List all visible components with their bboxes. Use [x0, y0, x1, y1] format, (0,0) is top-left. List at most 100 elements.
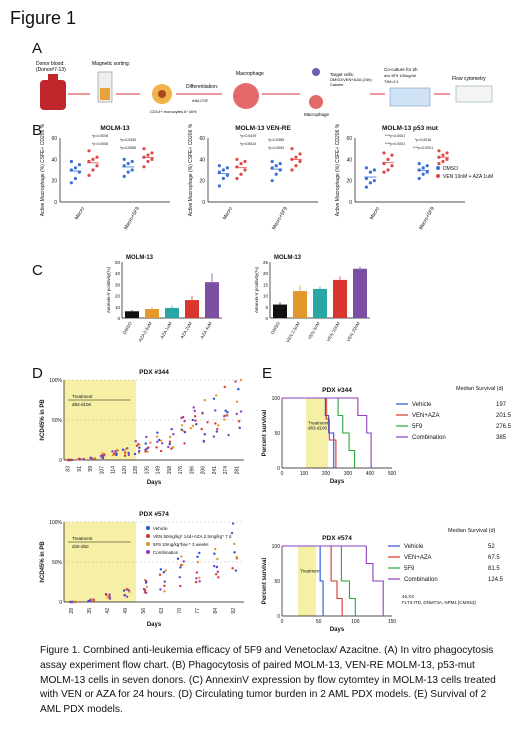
chart-b2-point	[274, 164, 278, 168]
chart-c1-ytick: 30	[115, 282, 121, 287]
chart-d2-ytick: 0	[59, 600, 62, 606]
chart-d1-point	[145, 447, 149, 450]
chart-b1-point	[95, 155, 99, 159]
chart-c1-bar	[185, 300, 199, 318]
chart-b2-ytick: 20	[199, 179, 205, 185]
chart-b1-point	[69, 181, 73, 185]
chart-d1-point	[70, 458, 73, 462]
chart-b1-pvalue: *p=0.0085	[120, 146, 136, 150]
chart-b1-point	[122, 164, 126, 168]
chart-b2-point	[221, 176, 225, 181]
chart-d1-point	[223, 385, 226, 389]
chart-e2-legend-median: 67.5	[488, 555, 500, 561]
chart-b2-point	[235, 157, 239, 161]
chart-d1-point	[172, 432, 175, 436]
chart-d2-point	[213, 564, 216, 568]
chart-d2-point	[198, 576, 201, 580]
chart-e1-legend-label: Vehicle	[412, 402, 432, 408]
chart-c2-ytick: 20	[263, 271, 269, 276]
chart-d2-point	[163, 584, 166, 587]
chart-d1-point	[226, 411, 229, 414]
chart-e1-ytick: 50	[274, 431, 280, 437]
chart-d1-point	[93, 457, 96, 460]
chart-d2-legend-marker	[146, 542, 150, 546]
chart-d1-point	[217, 424, 220, 427]
chart-c2-xtick: VEN 2.5nM	[285, 321, 301, 344]
chart-d1-xtick: 176	[178, 466, 184, 475]
panel-label-c: C	[32, 262, 43, 279]
chart-b3-point	[437, 162, 441, 166]
chart-b3-pvalue: ****p<0.0001	[413, 146, 433, 150]
chart-d1-point	[170, 447, 173, 450]
chart-d1-point	[202, 440, 206, 443]
chart-e1-legend-median: 276.5	[496, 424, 512, 430]
chart-b2-pvalue: *p=0.0385	[268, 138, 284, 142]
chart-d2-point	[125, 588, 128, 591]
chart-d2-point	[125, 595, 129, 598]
chart-d1-point	[189, 427, 193, 430]
chart-d2-point	[159, 568, 163, 571]
figure-title: Figure 1	[10, 8, 77, 28]
chart-b2-point	[274, 172, 278, 176]
chart-b1-ytick: 20	[51, 179, 57, 185]
chart-b2-pvalue: *p=0.8024	[240, 142, 256, 146]
chart-d2-point	[145, 585, 148, 589]
chart-d2-point	[233, 542, 236, 546]
chart-d2-point	[163, 590, 166, 593]
chart-e2-xtick: 100	[351, 619, 360, 625]
chart-d2-point	[164, 569, 167, 572]
chart-d2-point	[196, 560, 200, 564]
flow-coculture-sub1: w/o 5F9 100ug/ml	[384, 73, 416, 78]
chart-d1-xtick: 99	[88, 466, 94, 472]
chart-b2-point	[278, 162, 282, 166]
chart-b2-ytick: 40	[199, 157, 205, 163]
chart-d1-point	[224, 409, 227, 412]
legend-venaza-label: VEN 10nM + AZA 1uM	[443, 174, 493, 180]
chart-d2-point	[108, 593, 111, 596]
chart-d2-point	[178, 575, 181, 579]
chart-d1-point	[214, 422, 217, 425]
chart-b3-point	[441, 159, 445, 164]
figure-caption: Figure 1. Combined anti-leukemia efficac…	[40, 645, 496, 716]
chart-c1-ytick: 0	[117, 316, 120, 321]
chart-d2-point	[215, 565, 219, 569]
chart-b2-point	[270, 166, 274, 170]
chart-c1-xtick: AZA 0.5uM	[137, 321, 153, 343]
flow-donor-sub: (Donor#7-13)	[36, 67, 66, 73]
chart-c2-ytick: 0	[265, 316, 268, 321]
chart-e1-legend-label: 5F9	[412, 424, 423, 430]
chart-b2-point	[225, 173, 229, 177]
chart-e2-ylabel: Percent survival	[262, 557, 268, 604]
chart-c2-bar	[273, 304, 287, 318]
chart-e1-ytick: 0	[277, 466, 280, 472]
chart-d1-point	[111, 450, 114, 453]
chart-d2-point	[73, 600, 76, 604]
chart-b2-point	[217, 164, 221, 168]
flow-step-donor: Donor blood:	[36, 61, 65, 67]
chart-d1-point	[183, 442, 186, 445]
chart-c1-ytick: 40	[115, 271, 121, 276]
chart-d2-legend-label: Vehicle	[153, 526, 168, 531]
chart-e2-series-line	[282, 545, 384, 616]
legend-venaza-marker	[436, 174, 440, 178]
chart-d1-point	[168, 442, 171, 446]
chart-d2-point	[145, 591, 148, 595]
chart-b2-point	[225, 166, 229, 170]
chart-d1-xtick: 91	[77, 466, 83, 472]
chart-b1-point	[69, 159, 73, 164]
chart-b2-pvalue: *p=0.0419	[240, 134, 256, 138]
chart-c2-xtick: DMSO	[270, 321, 281, 336]
chart-c1-bar	[165, 307, 179, 318]
chart-d1-point	[126, 447, 129, 450]
chart-d2-point	[194, 580, 198, 584]
chart-e1-xtick: 100	[300, 471, 309, 477]
chart-d1-xtick: 281	[234, 466, 240, 475]
chart-e1-legend-median: 197	[496, 402, 507, 408]
chart-b1-point	[122, 157, 126, 161]
blood-bag-tube-icon	[48, 74, 58, 82]
chart-b3-ylabel: Active Macrophage (%) CSFE+ CD206 %	[335, 123, 341, 216]
chart-b1-xtick: Macro	[74, 206, 86, 221]
chart-b2-point	[270, 159, 274, 164]
panel-label-d: D	[32, 365, 43, 382]
chart-d1-point	[214, 409, 217, 412]
